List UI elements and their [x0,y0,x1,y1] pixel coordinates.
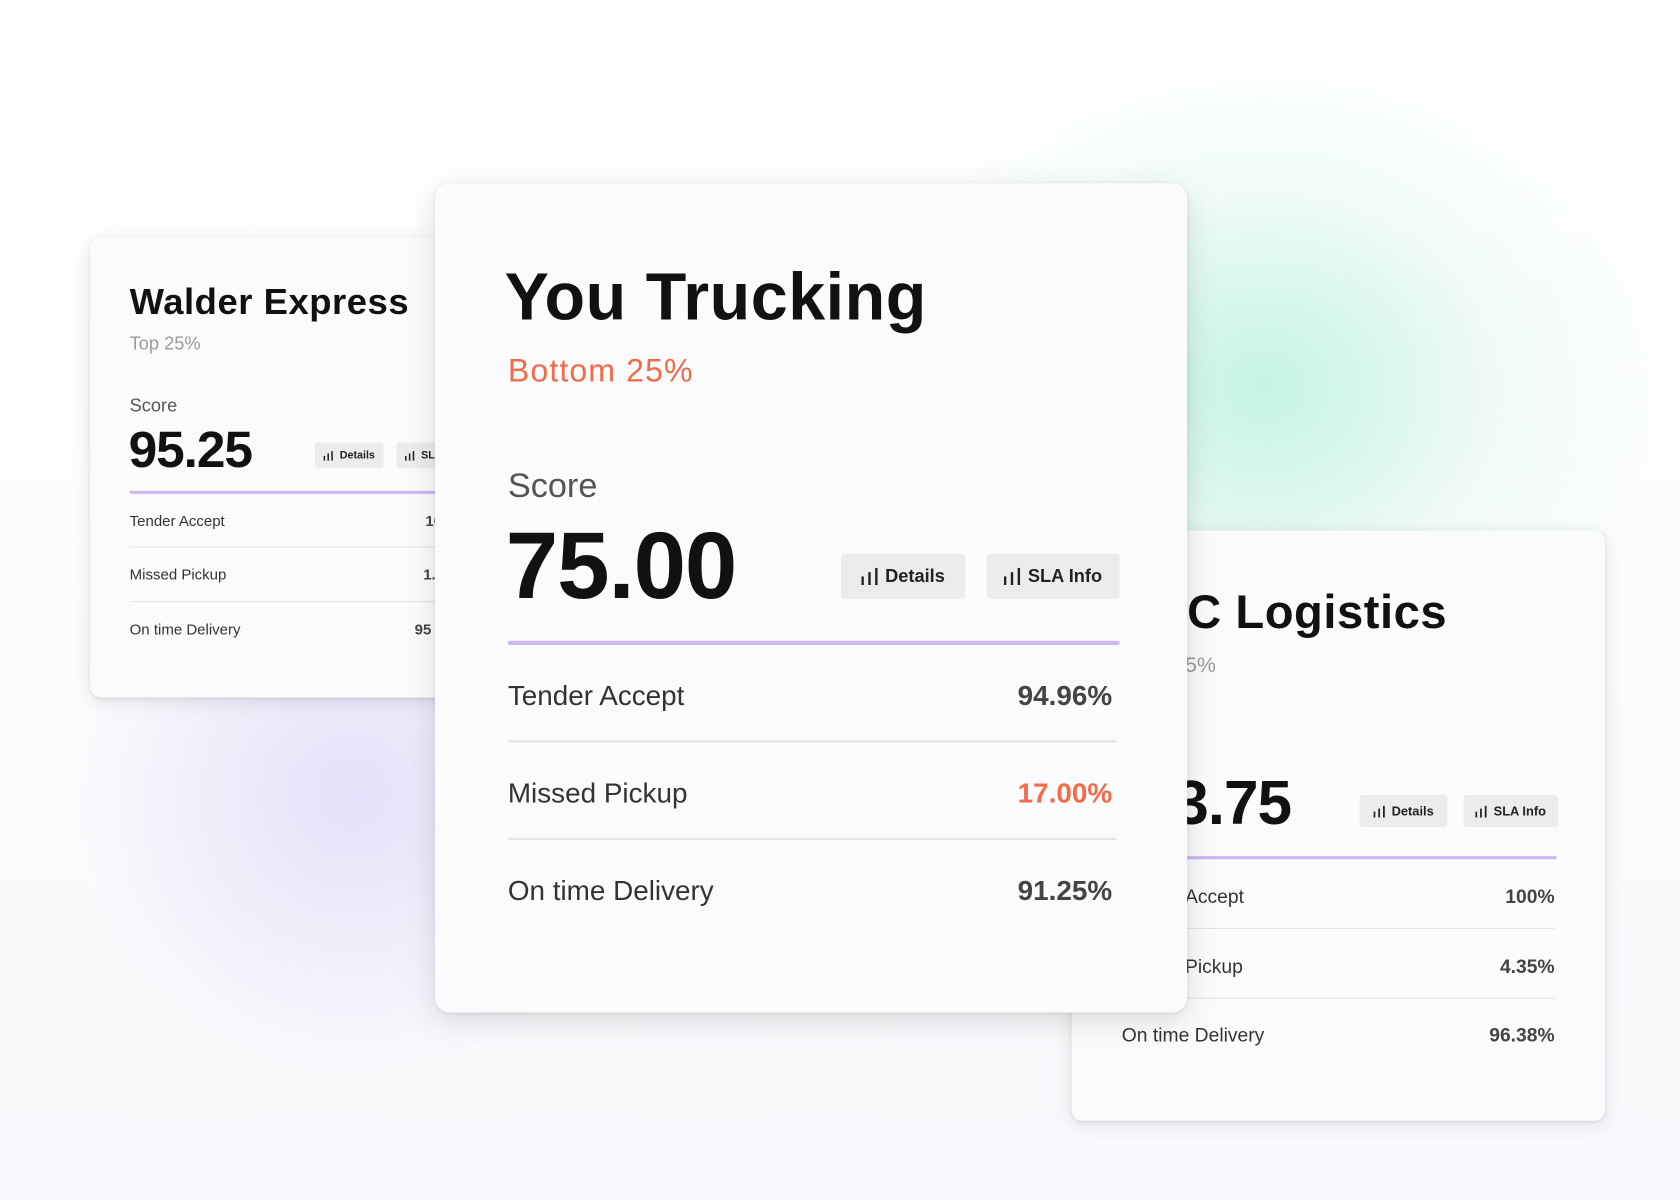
rank: Bottom 25% [507,353,694,389]
details-button[interactable]: Details [841,553,966,599]
sla-button[interactable]: SLA Info [1463,795,1558,828]
metric-label: Missed Pickup [507,776,688,809]
divider [1121,927,1555,929]
divider [507,837,1117,841]
metric-value: 96.38% [1489,1024,1555,1046]
bar-icon [405,450,415,461]
divider [129,546,455,548]
metric-label: Accept [1185,886,1244,908]
accent-line [1121,856,1557,860]
metric-value: 95 [414,620,432,638]
bar-icon [1373,805,1385,817]
metric-label: Tender Accept [129,512,225,530]
score: 75.00 [505,512,738,619]
carrier-card: You Trucking Bottom 25% Score 75.00 Deta… [435,183,1188,1013]
bar-icon [861,567,878,586]
metric-value: 17.00% [1017,776,1113,809]
button-label: SLA Info [1493,803,1547,819]
divider [129,601,455,603]
metric-value: 4.35% [1499,955,1555,978]
button-label: Details [885,565,945,587]
accent-line [129,490,452,494]
divider [1121,997,1555,999]
divider [507,740,1117,743]
score: 95.25 [128,422,253,479]
metric-label: On time Delivery [1121,1024,1265,1046]
button-label: Details [339,449,375,462]
rank: Top 25% [129,333,201,354]
bar-icon [1004,567,1021,586]
card-title: C Logistics [1187,586,1448,639]
score: 3.75 [1174,768,1292,838]
button-label: SLA [421,449,443,462]
button-label: Details [1391,803,1434,819]
details-button[interactable]: Details [1359,795,1448,828]
bar-icon [323,450,333,461]
metric-value: 100% [1505,886,1555,908]
card-title: You Trucking [504,260,927,335]
metric-value: 91.25% [1017,874,1113,907]
rank: 5% [1185,653,1216,678]
metric-label: Missed Pickup [129,565,227,583]
score-label: Score [129,395,178,416]
metric-label: On time Delivery [507,874,714,907]
card-title: Walder Express [129,281,410,323]
metric-label: Pickup [1185,955,1243,978]
score-label: Score [507,466,598,505]
sla-button[interactable]: SLA Info [986,553,1120,599]
bar-icon [1475,805,1487,817]
button-label: SLA Info [1027,565,1103,587]
accent-line [507,640,1120,646]
metric-label: On time Delivery [129,620,241,638]
details-button[interactable]: Details [315,442,384,469]
carrier-card: Walder Express Top 25% Score 95.25 Detai… [90,236,455,698]
carrier-card: C Logistics 5% 3.75 Details SLA Info Acc… [1071,530,1606,1121]
metric-value: 94.96% [1017,679,1113,712]
metric-label: Tender Accept [507,679,685,712]
